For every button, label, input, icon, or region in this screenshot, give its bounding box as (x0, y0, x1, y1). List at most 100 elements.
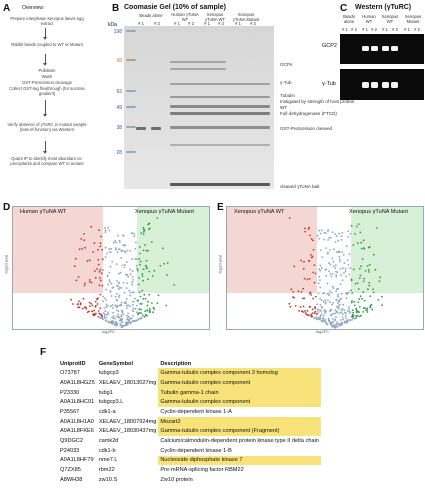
volcano-point (319, 269, 322, 272)
volcano-point (145, 259, 148, 262)
volcano-point (98, 270, 101, 273)
volcano-point (85, 307, 88, 310)
volcano-point (293, 265, 296, 268)
volcano-point (109, 280, 111, 283)
volcano-point (121, 311, 124, 314)
volcano-point (290, 288, 293, 291)
description-cell: Cyclin-dependent kinase 1-A (160, 408, 232, 415)
volcano-point (318, 237, 321, 240)
volcano-point (317, 282, 320, 285)
volcano-point (321, 292, 324, 294)
western-group-beads: Beads alone (343, 14, 355, 24)
volcano-point (346, 259, 349, 261)
volcano-point (129, 305, 131, 307)
volcano-point (329, 309, 332, 312)
volcano-point (132, 315, 134, 317)
volcano-point (324, 312, 326, 315)
description-cell: Gamma-tubulin complex component (158, 397, 321, 408)
volcano-point (140, 303, 143, 305)
volcano-points-d (70, 217, 176, 329)
volcano-point (86, 260, 89, 262)
volcano-point (321, 256, 324, 258)
volcano-point (125, 322, 128, 325)
volcano-point (119, 271, 122, 274)
volcano-point (157, 294, 160, 297)
volcano-point (335, 323, 338, 325)
volcano-point (355, 307, 358, 310)
volcano-point (107, 226, 110, 229)
volcano-point (123, 244, 126, 247)
volcano-point (93, 309, 96, 312)
gel-band (170, 61, 226, 64)
volcano-point (325, 274, 328, 277)
volcano-point (130, 317, 133, 319)
volcano-point (354, 282, 357, 285)
volcano-point (332, 312, 335, 315)
volcano-point (70, 298, 72, 301)
volcano-point (88, 259, 91, 262)
volcano-point (104, 310, 107, 313)
volcano-d-xlabel: log2FC (102, 329, 115, 334)
lane-rep: # 1 (204, 21, 210, 26)
volcano-point (329, 263, 332, 266)
volcano-point (319, 264, 322, 267)
volcano-point (350, 225, 353, 227)
volcano-point (354, 304, 356, 307)
volcano-point (338, 300, 341, 303)
uniprot-cell: A8WH38 (60, 476, 83, 483)
volcano-point (126, 317, 129, 319)
volcano-point (130, 232, 133, 235)
volcano-point (131, 303, 134, 306)
western-group-xmut: Xenopus Mutant (404, 14, 422, 24)
anno-gst: GST-PreScission cleaved (280, 126, 333, 131)
volcano-point (368, 284, 371, 287)
uniprot-cell: Q7ZX85 (60, 467, 81, 474)
volcano-point (330, 291, 333, 294)
volcano-point (127, 312, 129, 315)
volcano-point (339, 312, 341, 314)
volcano-plot-d (12, 206, 210, 330)
volcano-point (148, 228, 150, 231)
volcano-point (341, 313, 344, 316)
volcano-point (329, 301, 331, 303)
volcano-point (156, 302, 159, 305)
volcano-point (141, 289, 144, 292)
volcano-point (77, 276, 80, 278)
volcano-point (97, 259, 100, 261)
volcano-point (356, 310, 358, 312)
volcano-point (131, 320, 134, 323)
volcano-point (337, 307, 340, 309)
description-cell: Zw10 protein (160, 476, 193, 483)
volcano-point (129, 291, 132, 294)
volcano-point (310, 293, 312, 296)
volcano-point (115, 248, 117, 251)
volcano-point (125, 302, 127, 304)
volcano-point (84, 306, 87, 308)
volcano-point (162, 247, 164, 250)
volcano-point (90, 281, 93, 284)
volcano-point (94, 305, 97, 308)
volcano-point (358, 315, 360, 318)
genesymbol-cell: XELAEV_18013027mg (98, 379, 157, 386)
volcano-point (362, 247, 365, 249)
volcano-point (359, 274, 362, 277)
volcano-point (126, 322, 129, 325)
volcano-point (125, 304, 128, 307)
volcano-point (342, 303, 344, 306)
volcano-point (166, 274, 168, 276)
volcano-point (139, 263, 141, 266)
volcano-point (372, 291, 375, 294)
volcano-point (119, 287, 121, 289)
volcano-point (115, 241, 117, 244)
volcano-point (117, 310, 120, 313)
volcano-point (148, 222, 151, 225)
volcano-point (115, 320, 117, 323)
volcano-point (139, 252, 141, 255)
volcano-point (364, 270, 367, 272)
volcano-point (338, 255, 341, 258)
western-title: Western (γTuRC) (355, 4, 412, 11)
volcano-right-region (351, 207, 423, 293)
volcano-point (136, 304, 138, 307)
volcano-point (96, 268, 98, 270)
volcano-point (125, 314, 128, 317)
